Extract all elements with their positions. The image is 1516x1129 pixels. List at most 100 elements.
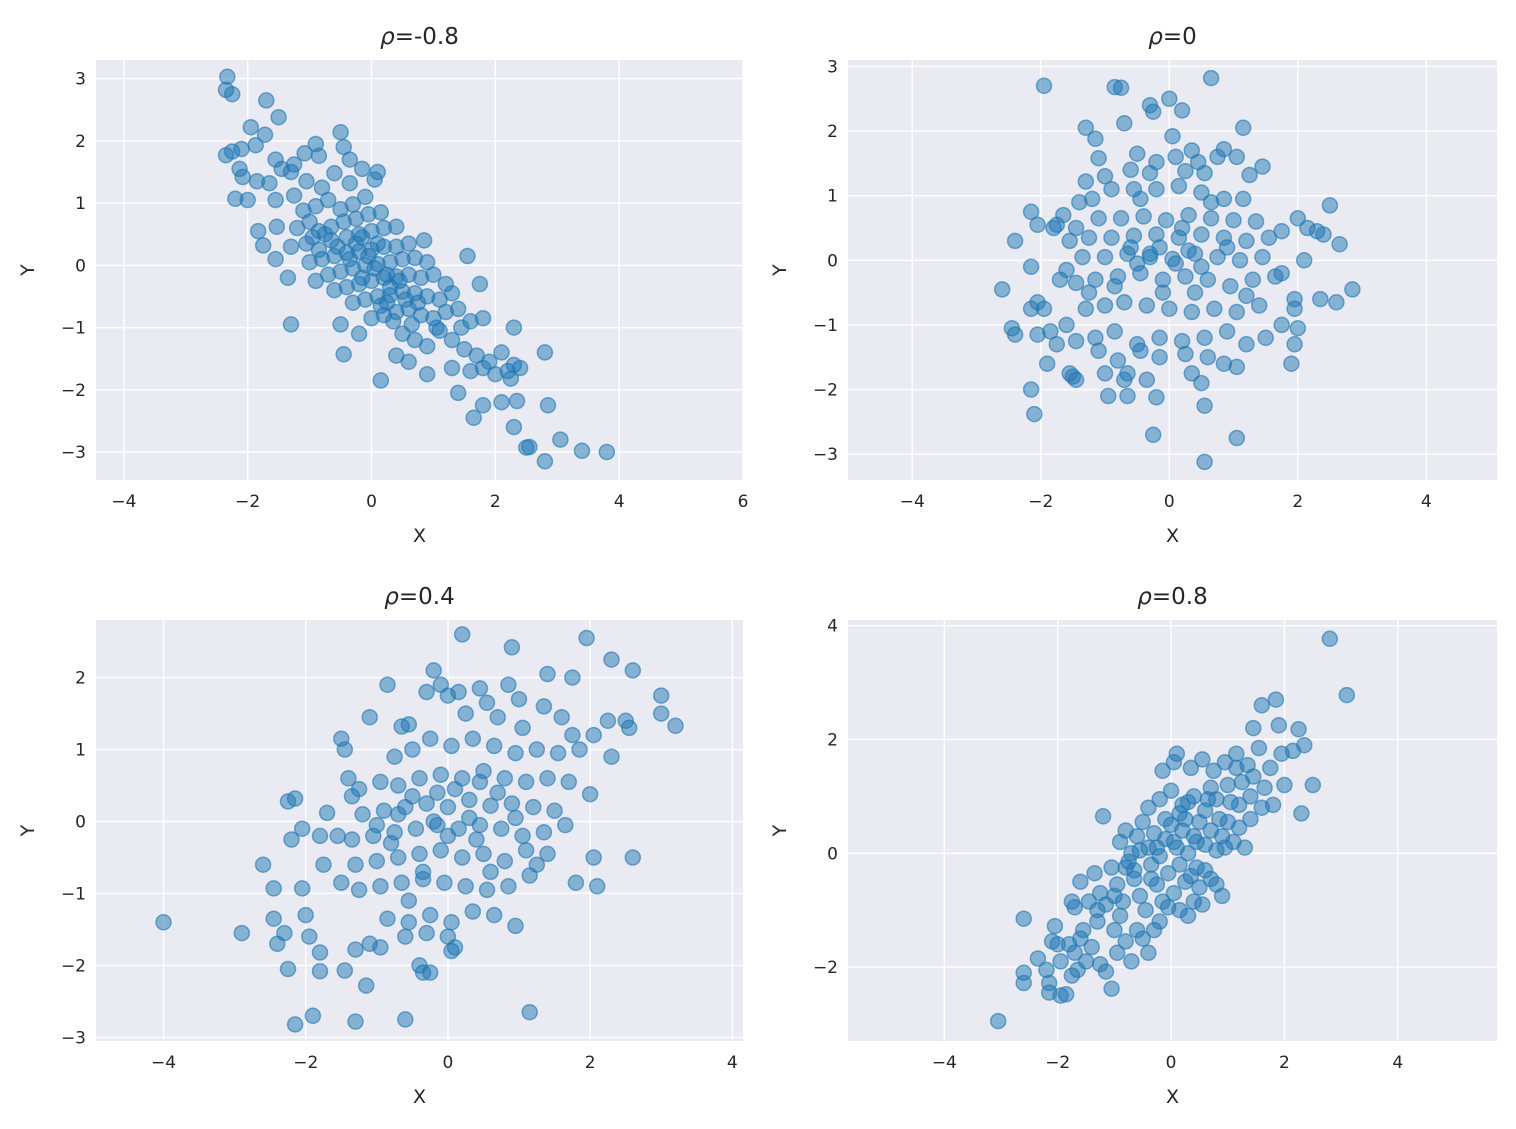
data-point — [478, 881, 496, 899]
data-point — [439, 798, 457, 816]
data-point — [1202, 779, 1220, 797]
data-point — [464, 903, 482, 920]
data-point — [1286, 300, 1303, 318]
data-point — [296, 145, 313, 162]
data-point — [1167, 255, 1184, 272]
data-point — [528, 741, 546, 758]
y-tick-label: 0 — [827, 251, 838, 271]
y-tick-label: −1 — [61, 319, 86, 339]
scatter-points — [993, 69, 1361, 471]
data-point — [1262, 759, 1279, 777]
data-point — [446, 780, 464, 798]
data-point — [1290, 720, 1307, 738]
data-point — [1116, 294, 1133, 311]
data-point — [400, 892, 418, 909]
data-point — [279, 960, 297, 978]
data-point — [400, 235, 417, 252]
data-point — [1077, 173, 1095, 190]
data-point — [581, 785, 599, 803]
data-point — [1165, 884, 1183, 902]
data-point — [553, 708, 570, 726]
data-point — [397, 928, 414, 945]
data-point — [457, 878, 474, 895]
data-point — [1293, 805, 1310, 822]
x-tick-label: 6 — [738, 492, 749, 512]
data-point — [286, 790, 304, 807]
data-point — [1148, 180, 1165, 198]
data-point — [409, 294, 427, 311]
data-point — [536, 344, 554, 361]
data-point — [573, 442, 591, 460]
data-point — [1099, 387, 1117, 405]
data-point — [1022, 381, 1040, 398]
data-point — [1132, 190, 1149, 208]
data-point — [1304, 776, 1322, 794]
data-point — [1193, 258, 1210, 276]
data-point — [1209, 248, 1226, 266]
data-point — [1218, 239, 1236, 256]
data-point — [384, 313, 402, 330]
data-point — [1222, 793, 1239, 811]
data-point — [1067, 274, 1085, 292]
data-point — [514, 827, 531, 845]
data-point — [603, 651, 620, 668]
data-point — [1254, 158, 1271, 175]
data-point — [1171, 856, 1188, 873]
data-point — [326, 164, 343, 182]
data-point — [1236, 839, 1254, 856]
data-point — [518, 439, 535, 456]
data-point — [1074, 248, 1091, 266]
data-point — [1077, 119, 1095, 137]
data-point — [1245, 719, 1262, 737]
subplot-title: ρ=0.8 — [1137, 584, 1207, 610]
data-point — [1029, 950, 1047, 967]
data-point — [1179, 793, 1197, 811]
data-point — [1206, 300, 1223, 318]
x-tick-label: 4 — [727, 1053, 738, 1073]
data-point — [1344, 281, 1361, 298]
data-point — [233, 924, 251, 942]
data-point — [1257, 329, 1274, 347]
data-point — [1183, 365, 1201, 382]
data-point — [1137, 901, 1154, 919]
data-point — [1312, 290, 1329, 308]
data-point — [1238, 287, 1255, 305]
data-point — [1112, 210, 1130, 227]
data-point — [1180, 206, 1197, 224]
data-point — [1202, 193, 1220, 211]
data-point — [265, 880, 282, 897]
y-tick-label: 0 — [75, 256, 86, 276]
data-point — [599, 712, 617, 730]
data-point — [585, 849, 602, 866]
data-point — [1117, 859, 1134, 876]
data-point — [1213, 887, 1231, 905]
data-point — [301, 928, 318, 945]
y-tick-label: 4 — [827, 617, 838, 637]
data-point — [588, 878, 606, 895]
data-point — [347, 856, 364, 873]
data-point — [471, 680, 489, 697]
x-tick-label: −2 — [1028, 492, 1053, 512]
y-tick-label: −1 — [813, 316, 838, 336]
data-point — [155, 914, 172, 931]
data-point — [310, 147, 328, 165]
data-point — [436, 874, 453, 891]
data-point — [233, 140, 250, 158]
data-point — [1228, 303, 1246, 321]
data-point — [247, 136, 264, 154]
data-point — [1218, 323, 1236, 340]
gridlines — [848, 620, 1497, 1041]
data-point — [1193, 374, 1210, 392]
data-point — [1228, 148, 1246, 166]
data-point — [1144, 103, 1162, 120]
data-point — [459, 247, 476, 265]
x-tick-label: 0 — [366, 492, 377, 512]
data-point — [1090, 210, 1107, 227]
data-point — [285, 187, 303, 204]
data-point — [404, 788, 421, 805]
subplot-4: −4 −2 0 2 4 −2 0 2 4 X Yρ=0.8 — [769, 584, 1497, 1108]
data-point — [1083, 938, 1100, 956]
data-point — [1241, 166, 1258, 184]
x-tick-labels: −4 −2 0 2 4 — [151, 1053, 738, 1073]
